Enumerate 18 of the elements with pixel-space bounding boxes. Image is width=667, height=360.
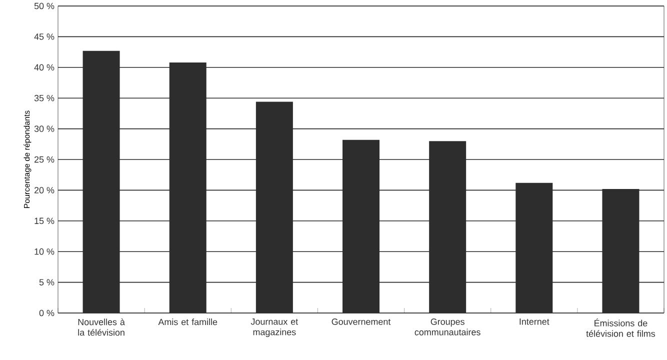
y-tick-label: 0 %	[39, 310, 54, 316]
y-tick-label: 5 %	[39, 279, 54, 286]
x-tick-label: Amis et famille	[158, 318, 218, 326]
x-tick-label: Émissions de télévision et films	[586, 318, 656, 337]
x-tick-label: Nouvelles à la télévision	[78, 318, 125, 336]
y-tick-label: 20 %	[34, 187, 54, 194]
y-tick-label: 40 %	[34, 64, 54, 71]
x-tick-label: Groupes communautaires	[414, 318, 480, 336]
y-tick-label: 15 %	[34, 218, 54, 224]
x-tick-label: Journaux et magazines	[250, 318, 298, 338]
y-tick-label: 35 %	[34, 94, 54, 102]
x-tick-label: Internet	[520, 318, 550, 325]
y-tick-label: 25 %	[34, 156, 54, 163]
y-tick-label: 50 %	[34, 2, 54, 10]
y-tick-label: 45 %	[34, 34, 54, 40]
y-tick-label: 10 %	[34, 248, 54, 255]
y-tick-label: 30 %	[34, 126, 54, 132]
x-tick-label: Gouvernement	[332, 318, 391, 325]
